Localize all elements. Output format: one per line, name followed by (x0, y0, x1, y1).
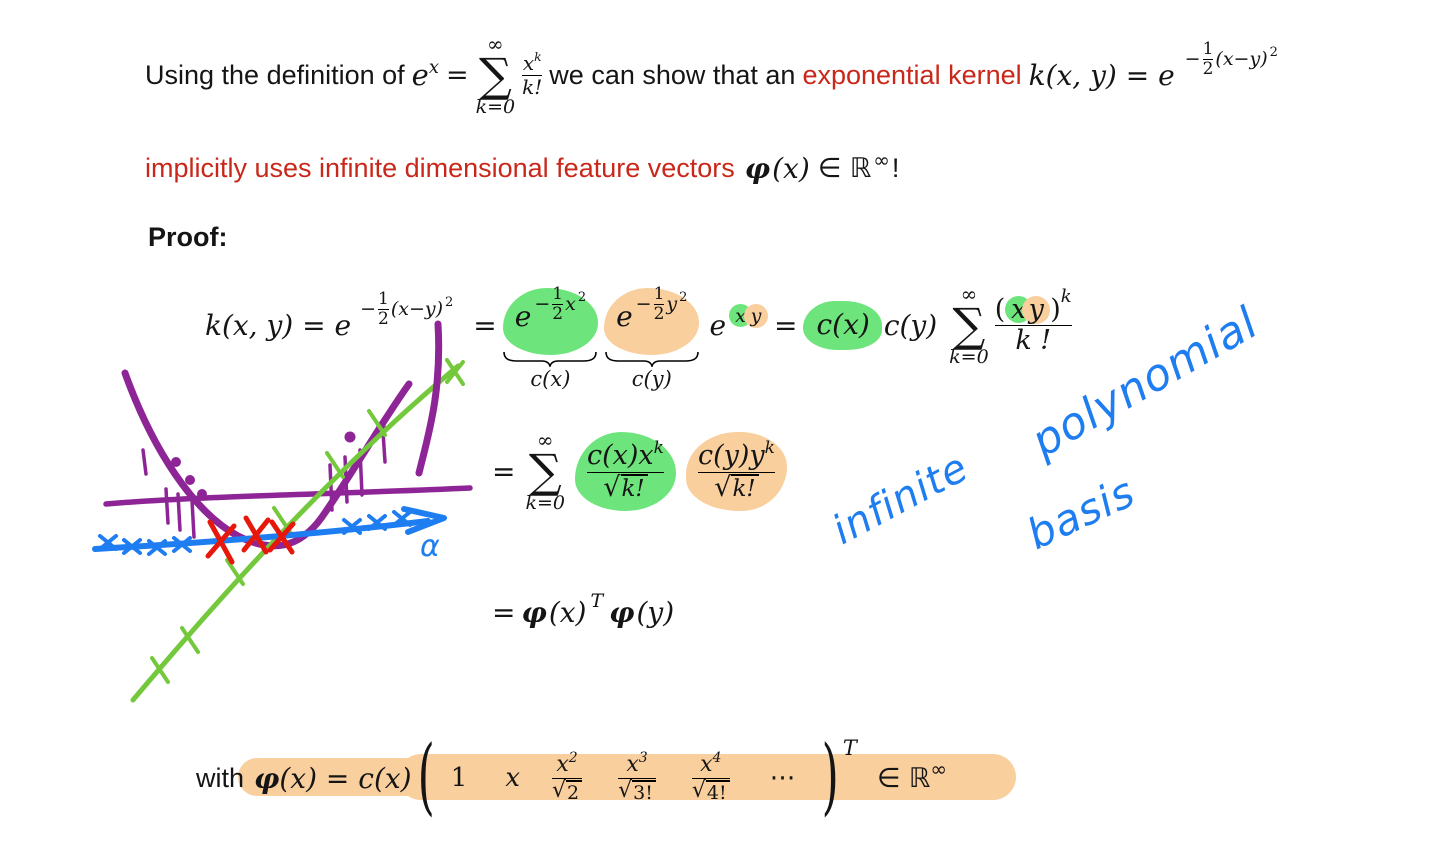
exponential-kernel-red-text: exponential kernel (802, 59, 1022, 90)
cx-label: c(x) (530, 366, 571, 391)
fraction-xy-k: ( x y ) k k ! (994, 285, 1072, 356)
phi-x: φ (521, 596, 547, 629)
cy-factor: c(y) (883, 308, 938, 342)
with-text: with (196, 762, 245, 793)
equals-sign: = (445, 59, 469, 91)
sum-line2: ∞ ∑ k=0 (525, 428, 565, 514)
equals-1: = (473, 308, 497, 342)
fraction-xk-kfact: xk k! (522, 49, 543, 99)
orange-band-right (398, 754, 1016, 800)
transpose-T-bottom: T (842, 736, 857, 760)
orange-circle-y: y (744, 303, 769, 328)
sketch-green-ticks (150, 358, 465, 684)
intro-line: Using the definition of ex = ∞ ∑ k=0 xk … (145, 34, 1278, 117)
phi-eq-cx: (x) = c(x) (279, 761, 412, 795)
underbrace-cy: c(y) (604, 351, 700, 391)
sum-e-definition: ∞ ∑ k=0 (475, 32, 516, 118)
sketch-purple-ticks (141, 430, 387, 539)
entry-x4: x4 √ 4! (691, 751, 730, 802)
sketch-axis (92, 518, 431, 552)
orange-highlight-frac: c(y)yk √ k! (685, 432, 787, 511)
entry-x2: x2 √ 2 (551, 751, 583, 802)
kxy-lhs: k(x, y) = e (205, 308, 352, 342)
in-R: ∈ ℝ (817, 153, 872, 184)
sketch-blue-marks (98, 510, 412, 556)
underbrace-glyph (604, 351, 699, 367)
intro-text-2: we can show that an (549, 59, 796, 90)
orange-circle-y2: y (1022, 295, 1051, 324)
underbrace-cx: c(x) (502, 351, 598, 391)
feature-vector-line: with φ (x) = c(x) ( 1 x x2 √ 2 x3 √ 3! x4 … (196, 726, 1296, 830)
e-to-x: ex (411, 57, 439, 93)
sketch-red-x-marks (205, 515, 296, 565)
phi-y: φ (609, 596, 635, 629)
phi-symbol: φ (744, 152, 771, 185)
big-close-paren: ) (821, 728, 839, 826)
feature-vector-content: with φ (x) = c(x) ( 1 x x2 √ 2 x3 √ 3! x4 … (196, 726, 1296, 830)
proof-label: Proof: (148, 222, 228, 252)
handwriting-basis: basis (1020, 467, 1143, 559)
sketch-parabola (121, 369, 413, 550)
cy-label: c(y) (631, 366, 672, 391)
sum-line1: ∞ ∑ k=0 (949, 282, 989, 368)
green-highlight-frac: c(x)xk √ k! (575, 432, 676, 511)
R-infinity-sup-bottom: ∞ (930, 757, 947, 781)
green-highlight-cx-term: e −1 2 x 2 c(x) (502, 285, 599, 391)
equals-line3: = (492, 596, 516, 629)
transpose-T: T (590, 589, 604, 612)
sqrt-kfact-o: √ k! (714, 473, 759, 501)
sketch-purple-dots (171, 423, 386, 499)
R-infinity-sup: ∞ (873, 147, 890, 172)
intro-line-2: implicitly uses infinite dimensional fea… (145, 148, 900, 186)
in-R-bottom: ∈ ℝ (876, 762, 931, 794)
red-statement: implicitly uses infinite dimensional fea… (145, 153, 735, 183)
orange-highlight-cy-term: e −1 2 y 2 c(y) (604, 285, 700, 391)
proof-line-3: = φ (x) T φ (y) (492, 589, 675, 630)
axis-label: α (420, 529, 440, 564)
underbrace-glyph (503, 351, 598, 367)
entry-x3: x3 √ 3! (618, 751, 656, 802)
green-highlight-cx: c(x) (803, 300, 882, 350)
entry-x: x (505, 763, 520, 793)
kernel-lhs: k(x, y) = e (1028, 58, 1175, 92)
big-open-paren: ( (417, 728, 435, 826)
phi-arg: (x) (772, 152, 810, 185)
ellipsis: ⋯ (769, 763, 796, 793)
handwriting-infinite: infinite (825, 444, 976, 553)
phi-bottom: φ (254, 761, 280, 795)
sketch-horizontal-line (103, 485, 473, 507)
proof-line-2: = ∞ ∑ k=0 c(x)xk √ k! c(y)yk √ k! (492, 430, 787, 513)
sqrt-kfact-g: √ k! (603, 473, 648, 501)
intro-text-1: Using the definition of (145, 59, 405, 90)
entry-1: 1 (450, 763, 468, 793)
exclamation: ! (891, 153, 900, 183)
sketch-green-line (130, 363, 461, 703)
sketch-axis-arrow (401, 506, 447, 535)
equals-2: = (774, 308, 798, 342)
equals-line2: = (492, 454, 516, 488)
e-xy-term: e x y (709, 303, 769, 342)
